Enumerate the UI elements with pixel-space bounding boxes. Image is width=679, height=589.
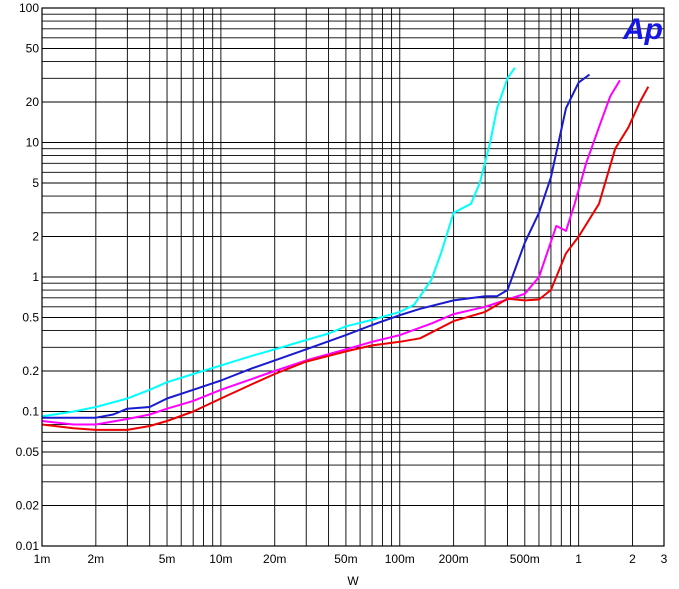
y-tick-label: 0.05 [16, 445, 40, 459]
y-tick-label: 50 [26, 41, 40, 55]
series-line-2 [42, 73, 591, 419]
x-tick-label: 1 [575, 552, 582, 566]
x-tick-label: 50m [334, 552, 357, 566]
series-lines [41, 67, 650, 431]
x-tick-label: 3 [661, 552, 668, 566]
x-tick-label: 500m [510, 552, 540, 566]
y-tick-label: 0.5 [22, 310, 39, 324]
y-tick-label: 0.1 [22, 405, 39, 419]
y-tick-label: 1 [32, 270, 39, 284]
x-tick-label: 2 [629, 552, 636, 566]
x-tick-label: 20m [263, 552, 286, 566]
x-tick-label: 2m [88, 552, 105, 566]
x-tick-label: 10m [209, 552, 232, 566]
y-tick-label: 0.2 [22, 364, 39, 378]
y-tick-label: 2 [32, 230, 39, 244]
x-tick-labels: 1m 2m 5m 10m 20m 50m 100m 200m 500m 1 2 3 [34, 552, 668, 566]
series-line-3 [41, 79, 621, 426]
y-tick-label: 5 [32, 176, 39, 190]
y-tick-labels: 0.01 0.02 0.05 0.1 0.2 0.5 1 2 5 10 20 50 100 [16, 1, 40, 553]
grid-lines [41, 7, 665, 547]
y-tick-label: 100 [19, 1, 39, 15]
x-tick-label: 1m [34, 552, 51, 566]
x-tick-label: 5m [159, 552, 176, 566]
y-tick-label: 20 [26, 95, 40, 109]
y-tick-label: 0.02 [16, 499, 40, 513]
x-tick-label: 200m [439, 552, 469, 566]
x-axis-title: W [347, 574, 359, 588]
x-tick-label: 100m [385, 552, 415, 566]
plot-frame [41, 7, 665, 547]
ap-logo: Ap [622, 13, 663, 46]
series-line-4 [41, 86, 650, 431]
series-line-1 [41, 67, 516, 418]
y-tick-label: 0.01 [16, 539, 40, 553]
y-tick-label: 10 [26, 136, 40, 150]
